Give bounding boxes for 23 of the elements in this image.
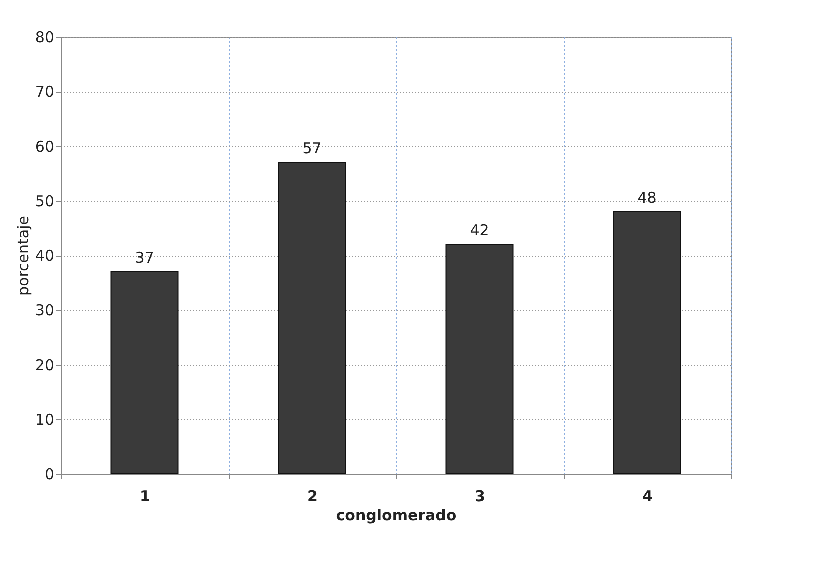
y-tick-label: 70 — [35, 83, 54, 102]
data-label: 57 — [302, 140, 322, 158]
y-tick-label: 80 — [35, 28, 54, 46]
data-label: 48 — [638, 188, 657, 207]
data-label: 37 — [135, 248, 154, 267]
x-tick-label: 3 — [475, 488, 486, 506]
bar — [110, 271, 179, 474]
bar — [613, 211, 682, 474]
y-tick-label: 0 — [44, 466, 54, 484]
y-tick-label: 40 — [35, 247, 54, 265]
y-tick-label: 20 — [35, 356, 54, 374]
y-tick-label: 50 — [35, 192, 54, 210]
y-axis-title: porcentaje — [14, 216, 32, 296]
y-tick-label: 60 — [35, 138, 54, 156]
bar — [446, 244, 514, 474]
x-tick-label: 1 — [140, 488, 150, 506]
x-tick-label: 2 — [308, 488, 318, 506]
y-tick-label: 10 — [35, 410, 54, 429]
bar — [278, 162, 346, 474]
x-tick-label: 4 — [642, 488, 653, 506]
data-label: 42 — [470, 222, 490, 240]
x-axis-title: conglomerado — [336, 506, 457, 524]
y-tick-label: 30 — [35, 302, 54, 320]
